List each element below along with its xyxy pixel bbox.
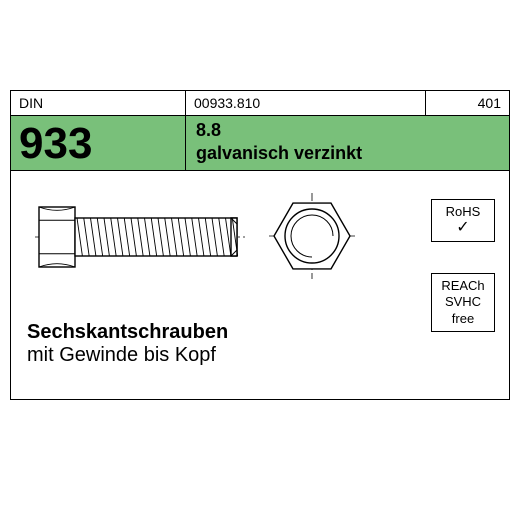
- check-icon: ✓: [456, 220, 469, 236]
- rohs-label: RoHS: [432, 204, 494, 220]
- bolt-side-view: [35, 197, 245, 277]
- title-row: 933 8.8 galvanisch verzinkt: [11, 116, 509, 171]
- header-row: DIN 00933.810 401: [11, 91, 509, 116]
- description-line2: mit Gewinde bis Kopf: [27, 344, 228, 367]
- reach-badge: REACh SVHC free: [431, 273, 495, 332]
- din-number: 933: [11, 116, 186, 170]
- description: Sechskantschrauben mit Gewinde bis Kopf: [27, 321, 228, 367]
- strength-grade: 8.8: [196, 120, 499, 141]
- reach-line2: SVHC: [432, 294, 494, 310]
- product-code: 00933.810: [186, 91, 426, 115]
- body-row: Sechskantschrauben mit Gewinde bis Kopf …: [11, 171, 509, 399]
- header-number: 401: [426, 91, 509, 115]
- finish-text: galvanisch verzinkt: [196, 143, 499, 164]
- reach-line1: REACh: [432, 278, 494, 294]
- spec-right: 8.8 galvanisch verzinkt: [186, 116, 509, 170]
- description-line1: Sechskantschrauben: [27, 321, 228, 344]
- bolt-front-view: [269, 193, 355, 279]
- din-label: DIN: [11, 91, 186, 115]
- rohs-badge: RoHS ✓: [431, 199, 495, 242]
- reach-line3: free: [432, 311, 494, 327]
- spec-card: DIN 00933.810 401 933 8.8 galvanisch ver…: [10, 90, 510, 400]
